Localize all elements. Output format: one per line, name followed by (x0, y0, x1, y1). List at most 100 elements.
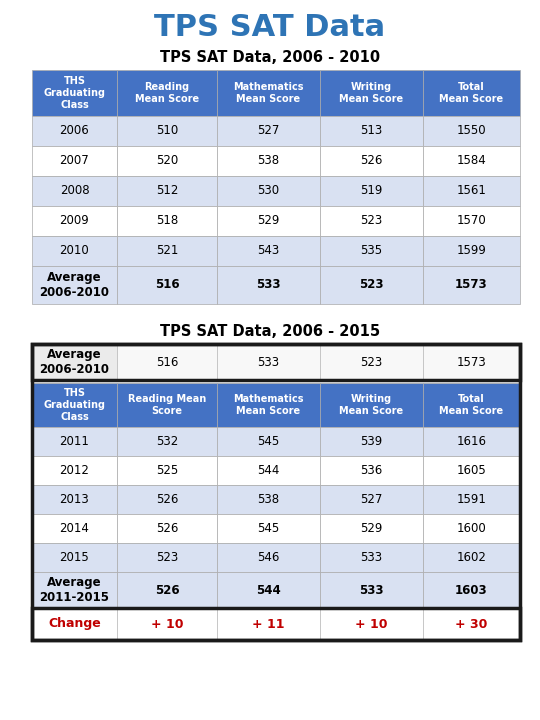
Text: 519: 519 (360, 184, 383, 197)
Text: 2012: 2012 (59, 464, 90, 477)
Text: TPS SAT Data: TPS SAT Data (154, 14, 386, 42)
Text: 2009: 2009 (59, 215, 90, 228)
Text: 546: 546 (258, 551, 280, 564)
Text: 2008: 2008 (60, 184, 89, 197)
Text: 526: 526 (156, 522, 178, 535)
Bar (217, 176, 320, 206)
Bar (423, 456, 520, 485)
Text: 523: 523 (156, 551, 178, 564)
Bar (423, 206, 520, 236)
Text: 518: 518 (156, 215, 178, 228)
Text: 2015: 2015 (59, 551, 90, 564)
Text: 2014: 2014 (59, 522, 90, 535)
Text: 513: 513 (360, 125, 383, 138)
Bar (320, 572, 423, 608)
Bar (117, 344, 217, 380)
Bar (32, 344, 117, 380)
Text: 526: 526 (154, 583, 179, 596)
Text: 2007: 2007 (59, 155, 90, 168)
Text: 529: 529 (258, 215, 280, 228)
Text: 544: 544 (256, 583, 281, 596)
Bar (32, 427, 117, 456)
Bar (320, 146, 423, 176)
Bar (32, 70, 117, 116)
Text: 527: 527 (258, 125, 280, 138)
Text: 1591: 1591 (456, 493, 487, 506)
Text: Reading
Mean Score: Reading Mean Score (135, 82, 199, 104)
Bar (320, 427, 423, 456)
Text: THS
Graduating
Class: THS Graduating Class (44, 76, 105, 109)
Bar (423, 572, 520, 608)
Bar (117, 543, 217, 572)
Text: 2011: 2011 (59, 435, 90, 448)
Text: 510: 510 (156, 125, 178, 138)
Bar (117, 116, 217, 146)
Text: 523: 523 (359, 279, 384, 292)
Text: 1605: 1605 (457, 464, 487, 477)
Text: 2006: 2006 (59, 125, 90, 138)
Text: THS
Graduating
Class: THS Graduating Class (44, 388, 105, 422)
Text: Average
2006-2010: Average 2006-2010 (39, 348, 110, 376)
Bar (320, 116, 423, 146)
Bar (423, 485, 520, 514)
Bar (217, 206, 320, 236)
Text: + 30: + 30 (455, 618, 488, 631)
Text: 523: 523 (360, 356, 383, 369)
Text: 527: 527 (360, 493, 383, 506)
Bar (320, 383, 423, 427)
Text: 1570: 1570 (457, 215, 487, 228)
Bar (32, 116, 117, 146)
Bar (217, 427, 320, 456)
Text: TPS SAT Data, 2006 - 2010: TPS SAT Data, 2006 - 2010 (160, 50, 380, 66)
Text: 1573: 1573 (457, 356, 487, 369)
Bar (320, 70, 423, 116)
Text: TPS SAT Data, 2006 - 2015: TPS SAT Data, 2006 - 2015 (160, 323, 380, 338)
Bar (423, 116, 520, 146)
Text: Total
Mean Score: Total Mean Score (440, 395, 504, 416)
Text: 516: 516 (156, 356, 178, 369)
Bar (423, 176, 520, 206)
Bar (117, 485, 217, 514)
Bar (117, 146, 217, 176)
Text: 1616: 1616 (456, 435, 487, 448)
Bar (32, 608, 520, 640)
Bar (117, 572, 217, 608)
Text: 535: 535 (360, 245, 382, 258)
Bar (217, 70, 320, 116)
Text: 526: 526 (156, 493, 178, 506)
Bar (320, 514, 423, 543)
Text: 1599: 1599 (456, 245, 487, 258)
Text: 1603: 1603 (455, 583, 488, 596)
Bar (32, 456, 117, 485)
Text: Average
2006-2010: Average 2006-2010 (39, 271, 110, 299)
Text: 512: 512 (156, 184, 178, 197)
Bar (117, 608, 217, 640)
Bar (32, 344, 520, 640)
Text: 521: 521 (156, 245, 178, 258)
Bar (320, 344, 423, 380)
Bar (217, 116, 320, 146)
Text: 529: 529 (360, 522, 383, 535)
Bar (117, 427, 217, 456)
Bar (32, 146, 117, 176)
Text: Total
Mean Score: Total Mean Score (440, 82, 504, 104)
Bar (320, 206, 423, 236)
Text: 1600: 1600 (457, 522, 487, 535)
Bar (423, 236, 520, 266)
Bar (423, 427, 520, 456)
Text: 536: 536 (360, 464, 383, 477)
Bar (32, 236, 117, 266)
Text: 532: 532 (156, 435, 178, 448)
Text: 538: 538 (258, 155, 280, 168)
Bar (117, 456, 217, 485)
Bar (320, 456, 423, 485)
Bar (320, 236, 423, 266)
Bar (423, 344, 520, 380)
Bar (32, 206, 117, 236)
Bar (320, 543, 423, 572)
Text: Mathematics
Mean Score: Mathematics Mean Score (233, 82, 303, 104)
Text: 545: 545 (258, 522, 280, 535)
Text: Average
2011-2015: Average 2011-2015 (39, 576, 110, 604)
Text: + 10: + 10 (151, 618, 183, 631)
Text: Writing
Mean Score: Writing Mean Score (340, 82, 403, 104)
